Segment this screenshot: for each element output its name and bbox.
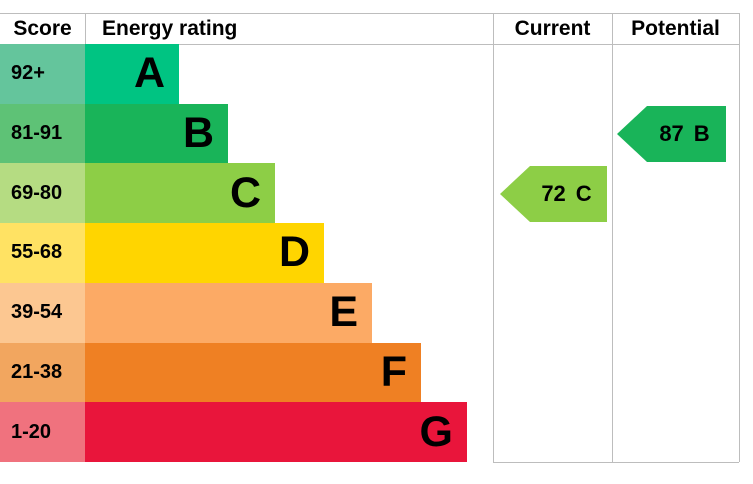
band-letter-b: B <box>182 109 214 158</box>
current-column-header: Current <box>514 17 591 40</box>
band-bar-g: G <box>85 402 467 462</box>
band-letter-f: F <box>380 347 407 396</box>
band-letter-g: G <box>419 407 453 456</box>
band-bar-b: B <box>85 103 228 164</box>
band-bar-f: F <box>85 342 421 403</box>
potential-value: 87 <box>659 121 684 146</box>
score-range-a: 92+ <box>0 44 85 104</box>
band-row-a: 92+ A <box>0 44 753 104</box>
potential-column-divider <box>612 13 613 462</box>
band-letter-d: D <box>278 228 310 277</box>
score-range-c: 69-80 <box>0 163 85 224</box>
current-letter: C <box>575 181 592 206</box>
band-letter-c: C <box>229 168 261 217</box>
score-range-d: 55-68 <box>0 223 85 283</box>
energy-rating-column-header: Energy rating <box>102 17 238 40</box>
band-letter-e: E <box>329 288 358 337</box>
score-range-e: 39-54 <box>0 282 85 343</box>
band-row-g: 1-20 G <box>0 402 753 462</box>
band-bar-d: D <box>85 223 324 283</box>
score-range-b: 81-91 <box>0 103 85 164</box>
table-bottom-border <box>493 462 739 463</box>
band-row-f: 21-38 F <box>0 342 753 403</box>
potential-column-header: Potential <box>631 17 720 40</box>
score-range-f: 21-38 <box>0 342 85 403</box>
band-row-e: 39-54 E <box>0 282 753 343</box>
band-row-b: 81-91 B <box>0 103 753 164</box>
band-rows: 92+ A 81-91 B 69-80 C 55-68 D 39-54 E 21… <box>0 44 753 462</box>
score-column-divider <box>85 13 86 44</box>
header-bottom-border <box>0 44 739 45</box>
table-right-border <box>739 13 740 462</box>
table-top-border <box>0 13 739 14</box>
score-column-header: Score <box>13 17 72 40</box>
band-bar-e: E <box>85 282 372 343</box>
band-row-c: 69-80 C <box>0 163 753 224</box>
current-value: 72 <box>541 181 566 206</box>
score-range-g: 1-20 <box>0 402 85 462</box>
band-bar-c: C <box>85 163 275 224</box>
band-bar-a: A <box>85 44 179 104</box>
potential-letter: B <box>693 121 710 146</box>
current-column-divider <box>493 13 494 462</box>
band-row-d: 55-68 D <box>0 223 753 283</box>
band-letter-a: A <box>133 49 165 98</box>
